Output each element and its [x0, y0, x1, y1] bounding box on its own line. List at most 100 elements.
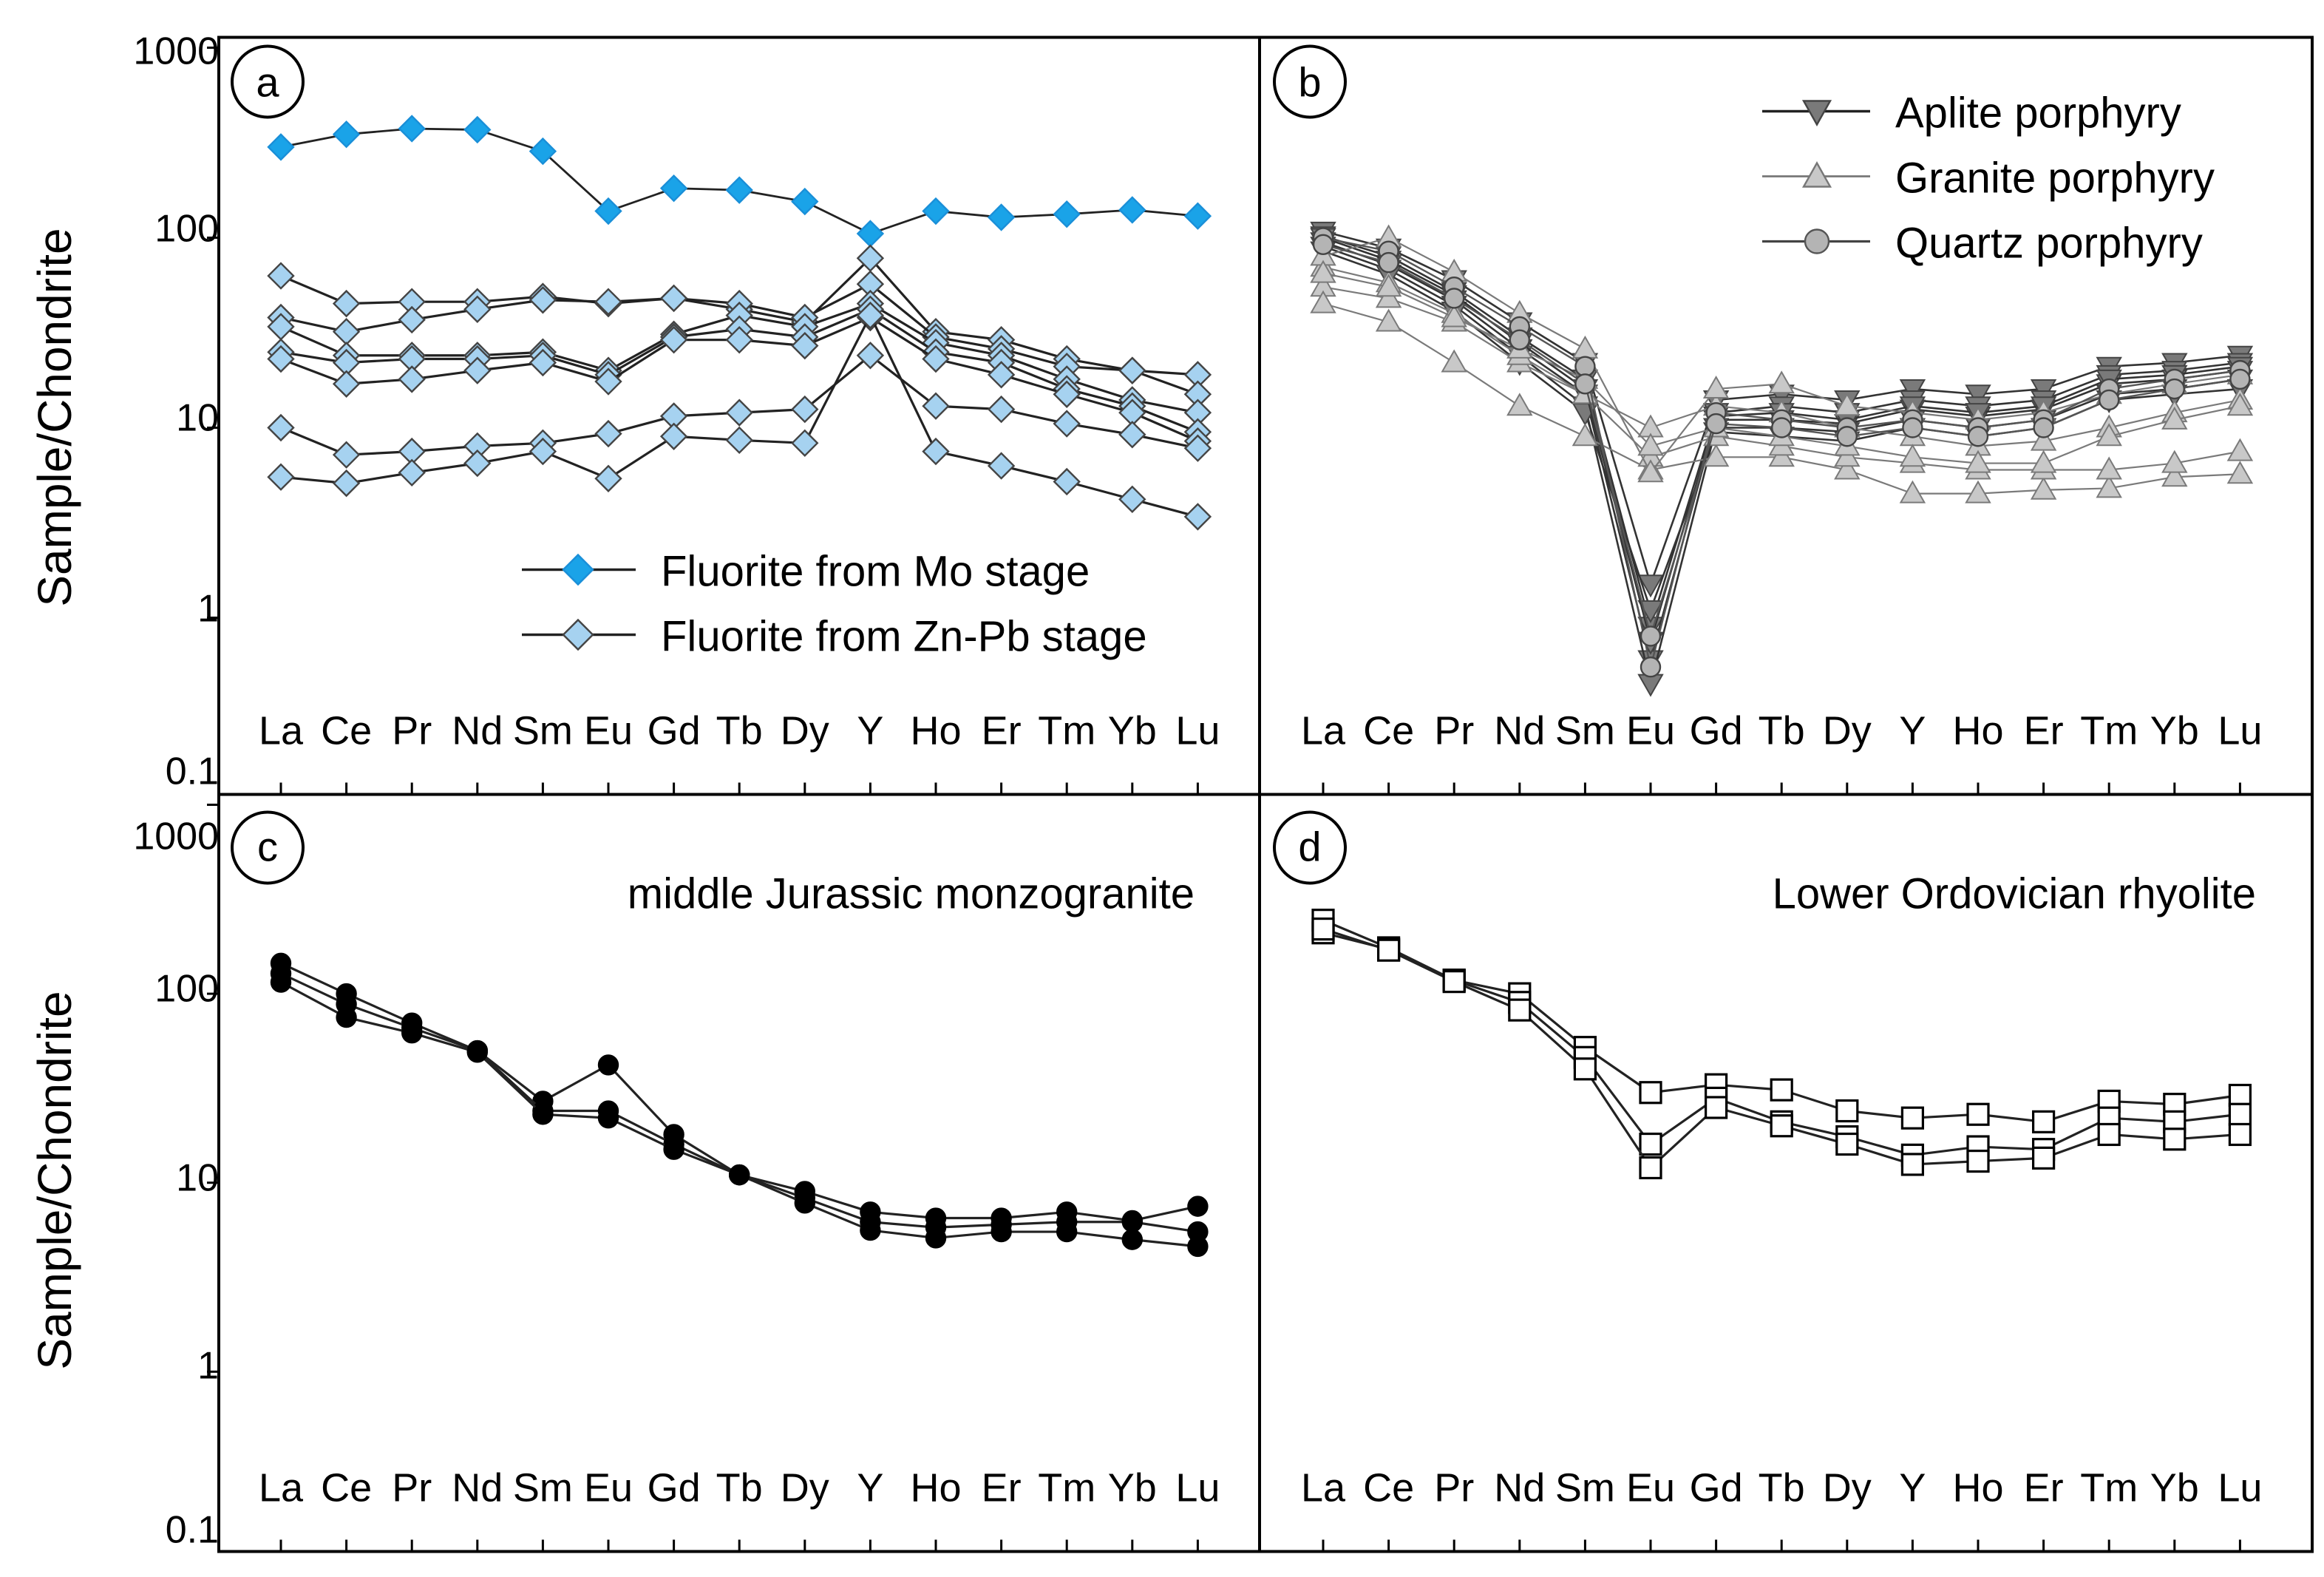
- x-tick-label: Y: [857, 709, 883, 753]
- data-point: [856, 342, 885, 370]
- data-point: [1835, 1099, 1859, 1123]
- x-tick-label: Ce: [1363, 1466, 1414, 1510]
- data-point: [1183, 202, 1212, 230]
- x-tick-label: Er: [2024, 1466, 2064, 1510]
- data-point: [1639, 1156, 1662, 1180]
- x-tick-label: Lu: [2218, 1466, 2262, 1510]
- panel-c-plot: La Ce Pr Nd Sm Eu Gd Tb Dy Y Ho Er Tm Yb Lu: [207, 804, 1220, 1552]
- data-point: [1834, 456, 1861, 480]
- data-point: [1902, 417, 1923, 438]
- data-point: [922, 437, 950, 466]
- data-point: [267, 133, 295, 161]
- data-point: [1121, 1211, 1144, 1232]
- data-point: [1639, 1081, 1662, 1105]
- data-point: [463, 115, 492, 144]
- data-point: [594, 464, 622, 492]
- data-point: [663, 1139, 684, 1160]
- data-point: [791, 429, 819, 457]
- data-point: [463, 295, 492, 324]
- x-tick-label: Dy: [1823, 1466, 1872, 1510]
- data-point: [1967, 426, 1989, 447]
- y-axis-label-bottom: Sample/Chondrite: [28, 991, 81, 1369]
- data-point: [2228, 1083, 2252, 1108]
- x-tick-label: La: [1301, 709, 1346, 753]
- data-point: [2097, 1122, 2121, 1147]
- data-point: [594, 419, 622, 448]
- x-tick-label: Pr: [392, 709, 432, 753]
- data-point: [725, 176, 753, 204]
- x-tick-label: Tm: [2080, 709, 2138, 753]
- data-point: [398, 305, 426, 334]
- data-point: [270, 971, 292, 993]
- data-point: [332, 370, 361, 398]
- y-tick-label: 1: [197, 588, 219, 631]
- data-point: [2163, 1127, 2187, 1151]
- x-tick-label: La: [259, 1466, 304, 1510]
- data-point: [1053, 410, 1081, 438]
- data-point: [2226, 461, 2254, 484]
- series-a-2: [267, 270, 1212, 408]
- x-tick-label: La: [1301, 1466, 1346, 1510]
- data-point: [2164, 378, 2186, 400]
- x-tick-label: Ce: [321, 1466, 372, 1510]
- data-point: [1053, 467, 1081, 496]
- data-point: [2228, 1102, 2252, 1126]
- data-point: [267, 463, 295, 491]
- data-point: [1508, 998, 1532, 1022]
- y-tick-label: 10: [176, 397, 219, 440]
- chart-marks: La Ce Pr Nd Sm Eu Gd Tb Dy Y Ho Er Tm Yb Lu La Ce Pr Nd Sm E…: [207, 47, 2262, 1552]
- x-tick-label: Er: [2024, 709, 2064, 753]
- x-tick-label: Tb: [716, 709, 763, 753]
- x-tick-label: Eu: [584, 709, 633, 753]
- data-point: [332, 317, 361, 346]
- data-point: [1506, 393, 1533, 416]
- panel-b-label-circle: [1273, 44, 1347, 119]
- data-point: [1310, 260, 1336, 283]
- data-point: [2161, 450, 2188, 473]
- data-point: [401, 1022, 423, 1044]
- data-point: [1637, 674, 1664, 697]
- data-point: [987, 203, 1016, 231]
- y-tick-label: 1000: [133, 815, 219, 858]
- data-point: [925, 1227, 947, 1249]
- data-point: [267, 413, 295, 442]
- legend-label-quartz: Quartz porphyry: [1895, 220, 2203, 268]
- data-point: [659, 422, 688, 450]
- data-point: [987, 452, 1016, 480]
- x-tick-label: Pr: [1434, 709, 1474, 753]
- data-point: [332, 469, 361, 498]
- x-tick-label: Yb: [2150, 709, 2199, 753]
- x-tick-label: Dy: [1823, 709, 1872, 753]
- x-tick-label: Lu: [1175, 1466, 1220, 1510]
- data-point: [1121, 1229, 1144, 1250]
- data-point: [1702, 444, 1730, 467]
- data-point: [2161, 464, 2188, 487]
- data-point: [2228, 1122, 2252, 1147]
- data-point: [2030, 450, 2057, 473]
- data-point: [1637, 433, 1664, 456]
- x-tick-label: Eu: [584, 1466, 633, 1510]
- data-point: [922, 197, 950, 225]
- series-b-12: [1312, 234, 2251, 647]
- data-point: [594, 197, 622, 225]
- data-point: [1509, 329, 1531, 350]
- data-point: [1965, 450, 1991, 473]
- x-tick-label: Ho: [1952, 709, 2003, 753]
- data-point: [332, 441, 361, 469]
- x-tick-label: Gd: [648, 709, 701, 753]
- data-point: [991, 1221, 1012, 1243]
- y-tick-label: 100: [154, 208, 219, 251]
- x-tick-label: Pr: [392, 1466, 432, 1510]
- series-a-4: [267, 295, 1212, 446]
- panel-b-label: b: [1298, 59, 1321, 106]
- y-tick-label: 1000: [133, 30, 219, 73]
- data-point: [856, 301, 885, 330]
- legend-label-mo-stage: Fluorite from Mo stage: [661, 548, 1090, 596]
- data-point: [860, 1219, 881, 1241]
- data-point: [1573, 1057, 1597, 1081]
- legend-label-aplite: Aplite porphyry: [1895, 89, 2181, 138]
- panel-a-label: a: [256, 59, 279, 106]
- x-tick-label: Tm: [1038, 1466, 1095, 1510]
- x-tick-label: Gd: [1690, 1466, 1743, 1510]
- series-c-1: [270, 963, 1209, 1243]
